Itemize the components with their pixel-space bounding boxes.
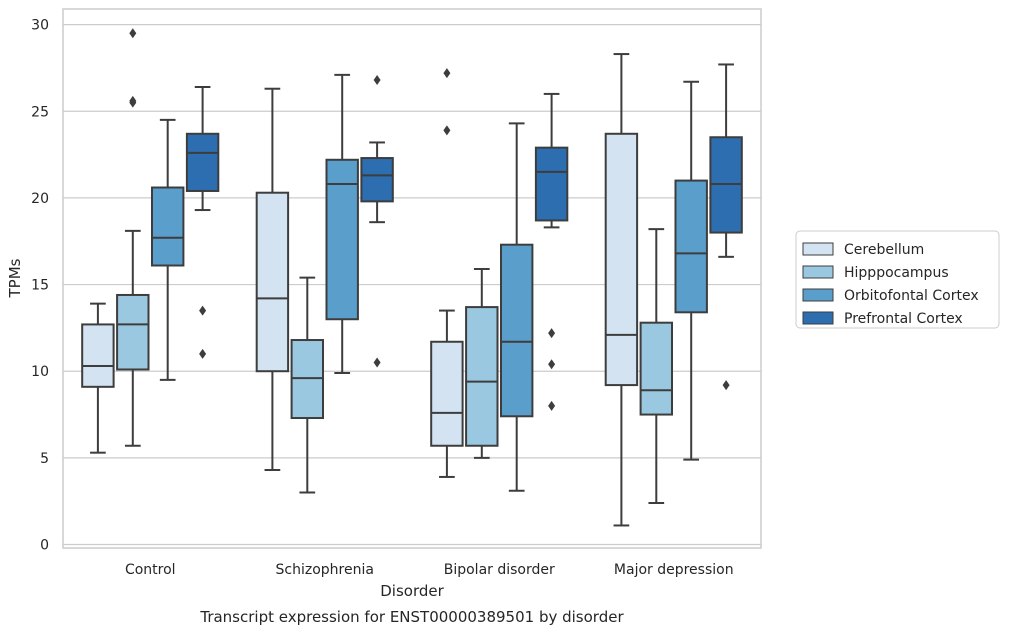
outlier-point: [373, 357, 381, 368]
box-hipppocampus: [465, 267, 499, 459]
outlier-point: [548, 328, 556, 339]
outlier-point: [199, 348, 207, 359]
legend-swatch: [802, 242, 834, 256]
y-tick-label: 20: [31, 191, 49, 207]
box-iqr: [150, 186, 185, 267]
x-tick-label: Bipolar disorder: [444, 562, 555, 578]
box-hipppocampus: [639, 228, 674, 504]
box-iqr: [534, 146, 569, 222]
outlier-point: [129, 28, 137, 39]
box-prefrontal-cortex: [185, 85, 220, 359]
legend-item: Prefrontal Cortex: [802, 311, 963, 327]
legend: Cerebellum Hipppocampus Orbitofontal Corte…: [795, 230, 1000, 329]
legend-label: Orbitofontal Cortex: [844, 288, 979, 304]
box-iqr: [81, 323, 115, 388]
legend-swatch: [802, 265, 834, 279]
x-axis-label: Disorder: [380, 582, 444, 600]
chart-caption: Transcript expression for ENST0000038950…: [199, 608, 624, 626]
legend-swatch: [802, 311, 834, 325]
box-iqr: [604, 132, 639, 387]
legend-label: Prefrontal Cortex: [844, 311, 963, 327]
box-iqr: [255, 191, 290, 373]
y-axis-label: TPMs: [6, 258, 24, 298]
legend-item: Cerebellum: [802, 242, 924, 258]
outlier-point: [548, 400, 556, 411]
y-tick-label: 5: [40, 451, 49, 467]
box-iqr: [674, 179, 708, 314]
x-axis: Control Schizophrenia Bipolar disorder Majo…: [125, 562, 734, 578]
outlier-point: [199, 305, 207, 316]
legend-label: Hipppocampus: [844, 265, 949, 281]
x-tick-label: Control: [125, 562, 176, 578]
y-tick-label: 25: [31, 104, 49, 120]
box-iqr: [639, 321, 674, 416]
outlier-point: [722, 380, 730, 391]
legend-item: Hipppocampus: [802, 265, 949, 281]
box-hipppocampus: [116, 28, 150, 447]
outlier-point: [129, 95, 137, 106]
box-orbitofontal-cortex: [674, 80, 708, 461]
plot-frame: [62, 8, 762, 549]
box-cerebellum: [255, 87, 290, 472]
box-iqr: [116, 293, 150, 371]
box-prefrontal-cortex: [534, 92, 569, 411]
x-tick-label: Schizophrenia: [276, 562, 374, 578]
outlier-point: [443, 125, 451, 136]
box-cerebellum: [430, 68, 464, 478]
box-iqr: [430, 340, 464, 447]
legend-label: Cerebellum: [844, 242, 924, 258]
box-iqr: [325, 158, 359, 321]
box-hipppocampus: [290, 276, 325, 494]
y-tick-label: 15: [31, 278, 49, 294]
box-iqr: [185, 132, 220, 192]
box-orbitofontal-cortex: [499, 122, 534, 492]
box-orbitofontal-cortex: [150, 118, 185, 381]
legend-box: [795, 230, 1000, 329]
box-cerebellum: [81, 302, 115, 454]
y-tick-label: 0: [40, 538, 49, 554]
plot-area: [81, 28, 743, 527]
y-tick-label: 30: [31, 18, 49, 34]
x-tick-label: Major depression: [614, 562, 734, 578]
box-cerebellum: [604, 53, 639, 527]
outlier-point: [548, 359, 556, 370]
outlier-point: [443, 68, 451, 79]
outlier-point: [373, 75, 381, 86]
box-prefrontal-cortex: [360, 75, 394, 368]
box-prefrontal-cortex: [709, 63, 743, 391]
legend-swatch: [802, 288, 834, 302]
box-orbitofontal-cortex: [325, 73, 359, 374]
box-iqr: [465, 306, 499, 447]
box-iqr: [360, 157, 394, 203]
y-axis: 0 5 10 15 20 25 30: [31, 18, 49, 554]
y-tick-label: 10: [31, 364, 49, 380]
box-iqr: [499, 243, 534, 418]
legend-item: Orbitofontal Cortex: [802, 288, 979, 304]
